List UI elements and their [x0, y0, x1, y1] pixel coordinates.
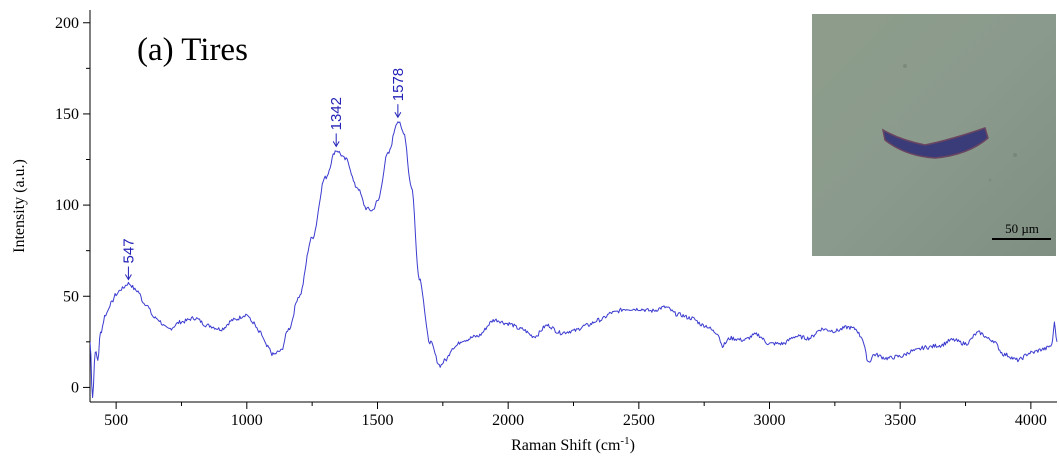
inset-speck: [1013, 153, 1017, 157]
peak-annotation: 1578: [390, 68, 407, 119]
peak-annotations: 547 1342 1578: [120, 68, 407, 281]
chart-title: (a) Tires: [137, 32, 248, 68]
inset-particle: [881, 127, 989, 159]
peak-annotation: 547: [120, 238, 137, 281]
y-tick-label: 150: [55, 106, 79, 123]
y-axis-ticks: 0 50 100 150 200: [55, 15, 90, 396]
spectrum-line: [90, 121, 1058, 399]
inset-micrograph: 50 µm: [812, 14, 1056, 256]
y-tick-label: 50: [63, 288, 79, 305]
x-tick-label: 4000: [1015, 412, 1047, 429]
x-axis-label-close: ): [630, 437, 635, 454]
inset-speck: [903, 64, 907, 68]
peak-arrow-head: [332, 141, 340, 148]
inset-background: [812, 14, 1056, 256]
peak-label: 1342: [328, 97, 345, 130]
y-axis-label: Intensity (a.u.): [11, 159, 28, 253]
x-axis-ticks: 500 1000 1500 2000 2500 3000 3500 4000: [104, 402, 1047, 429]
y-tick-label: 200: [55, 15, 79, 32]
x-tick-label: 500: [104, 412, 128, 429]
peak-label: 547: [120, 238, 137, 263]
x-tick-label: 1500: [361, 412, 393, 429]
inset-speck: [988, 178, 992, 182]
x-axis-label: Raman Shift (cm-1): [511, 435, 635, 454]
y-tick-label: 100: [55, 197, 79, 214]
x-tick-label: 2500: [623, 412, 655, 429]
peak-label: 1578: [390, 68, 407, 101]
peak-arrow-head: [394, 111, 402, 119]
x-tick-label: 2000: [492, 412, 524, 429]
peak-arrow-head: [124, 274, 132, 281]
x-tick-label: 3500: [884, 412, 916, 429]
peak-annotation: 1342: [328, 97, 345, 148]
x-tick-label: 1000: [231, 412, 263, 429]
x-tick-label: 3000: [754, 412, 786, 429]
y-tick-label: 0: [71, 379, 79, 396]
inset-scale-bar-label: 50 µm: [1005, 221, 1039, 236]
x-axis-label-main: Raman Shift (cm: [511, 437, 621, 454]
x-axis-label-sup: -1: [620, 435, 629, 447]
